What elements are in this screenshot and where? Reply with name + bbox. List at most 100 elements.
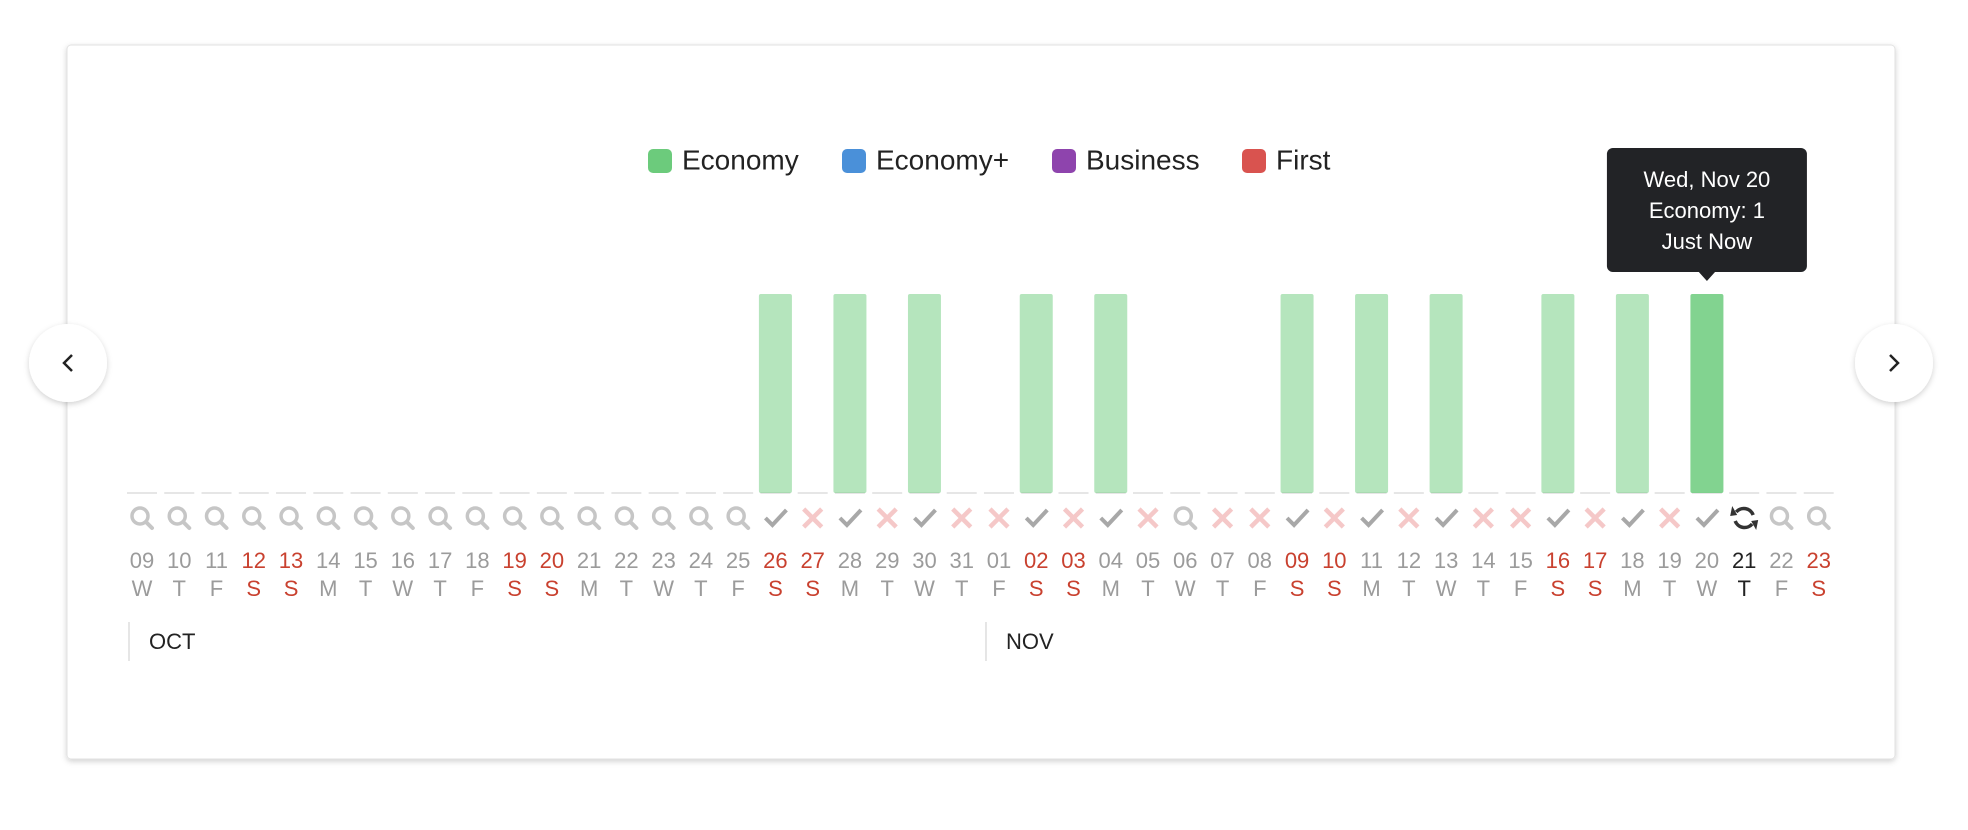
refresh-arrow	[1730, 506, 1759, 530]
weekday-label: T	[1737, 576, 1750, 601]
cross-icon	[1137, 507, 1159, 529]
weekday-label: W	[1175, 576, 1196, 601]
bar	[1429, 294, 1463, 493]
card	[66, 44, 1896, 760]
status-icon	[391, 506, 415, 530]
weekday-label: T	[1141, 576, 1154, 601]
day-label: 28	[838, 548, 862, 573]
weekday-label: F	[731, 576, 744, 601]
weekday-label: S	[1811, 576, 1826, 601]
status-icon	[1769, 506, 1794, 530]
cross-icon	[988, 507, 1010, 529]
weekday-label: S	[1290, 576, 1305, 601]
bar	[1094, 294, 1128, 493]
status-icon	[689, 506, 713, 530]
status-icon	[838, 508, 863, 528]
legend-swatch	[648, 149, 672, 173]
weekday-label: S	[545, 576, 560, 601]
day-label: 09	[130, 548, 154, 573]
weekday-label: W	[1436, 576, 1457, 601]
weekday-label: F	[1775, 576, 1788, 601]
status-icon	[1211, 507, 1234, 529]
day-label: 10	[167, 548, 191, 573]
weekday-label: S	[507, 576, 522, 601]
cross-icon	[1472, 507, 1494, 529]
search-handle	[665, 520, 676, 530]
search-icon	[1806, 506, 1827, 526]
search-icon	[391, 506, 411, 526]
search-handle	[1783, 520, 1794, 530]
tooltip-box	[1606, 148, 1807, 272]
weekday-label: S	[246, 576, 261, 601]
weekday-label: M	[1623, 576, 1641, 601]
status-icon	[428, 506, 453, 530]
weekday-label: F	[210, 576, 223, 601]
day-label: 08	[1248, 548, 1272, 573]
search-handle	[330, 520, 341, 530]
day-label: 13	[279, 548, 303, 573]
status-icon	[988, 507, 1010, 529]
cross-icon	[951, 507, 973, 529]
status-icon	[802, 507, 824, 529]
day-label: 15	[1508, 548, 1532, 573]
cross-icon	[1062, 507, 1085, 529]
cross-icon	[1249, 507, 1271, 529]
check-icon	[1434, 508, 1459, 528]
weekday-label: S	[1551, 576, 1566, 601]
search-handle	[404, 520, 415, 530]
status-icon	[465, 506, 490, 530]
status-icon	[502, 506, 527, 530]
legend-swatch	[1242, 149, 1266, 173]
status-icon	[1806, 506, 1831, 530]
day-label: 22	[614, 548, 638, 573]
status-icon	[1398, 507, 1420, 529]
weekday-label: T	[955, 576, 968, 601]
legend-swatch	[1052, 149, 1076, 173]
search-icon	[577, 506, 597, 526]
search-handle	[740, 520, 751, 530]
day-label: 17	[1583, 548, 1607, 573]
bar	[1615, 294, 1649, 493]
prev-button[interactable]	[29, 324, 107, 402]
status-icon	[353, 506, 378, 530]
weekday-label: S	[1327, 576, 1342, 601]
weekday-label: T	[1216, 576, 1229, 601]
day-label: 20	[1695, 548, 1719, 573]
legend-swatch	[842, 149, 866, 173]
search-icon	[316, 506, 337, 526]
month-label: OCT	[149, 629, 195, 654]
weekday-label: W	[914, 576, 935, 601]
day-label: 07	[1210, 548, 1234, 573]
weekday-label: T	[620, 576, 633, 601]
weekday-label: T	[1477, 576, 1490, 601]
status-icon	[242, 506, 266, 530]
weekday-label: T	[880, 576, 893, 601]
status-icon	[1024, 508, 1049, 528]
bar	[1355, 294, 1389, 493]
status-icon	[540, 506, 564, 530]
status-icon	[951, 507, 973, 529]
search-icon	[242, 506, 262, 526]
next-button[interactable]	[1855, 324, 1933, 402]
day-label: 31	[949, 548, 973, 573]
search-handle	[1187, 520, 1198, 530]
status-icon	[1584, 507, 1606, 529]
bar	[1541, 294, 1575, 493]
day-label: 10	[1322, 548, 1346, 573]
cross-icon	[1211, 507, 1234, 529]
search-icon	[651, 506, 672, 526]
search-icon	[167, 506, 188, 526]
day-label: 04	[1099, 548, 1123, 573]
day-label: 16	[1546, 548, 1570, 573]
status-icon	[1173, 506, 1198, 530]
day-label: 16	[391, 548, 415, 573]
search-handle	[181, 520, 192, 530]
bar	[833, 294, 867, 493]
search-icon	[689, 506, 709, 526]
search-handle	[702, 520, 713, 530]
day-label: 19	[1657, 548, 1681, 573]
legend-label: Economy	[682, 144, 799, 175]
status-icon	[167, 506, 192, 530]
